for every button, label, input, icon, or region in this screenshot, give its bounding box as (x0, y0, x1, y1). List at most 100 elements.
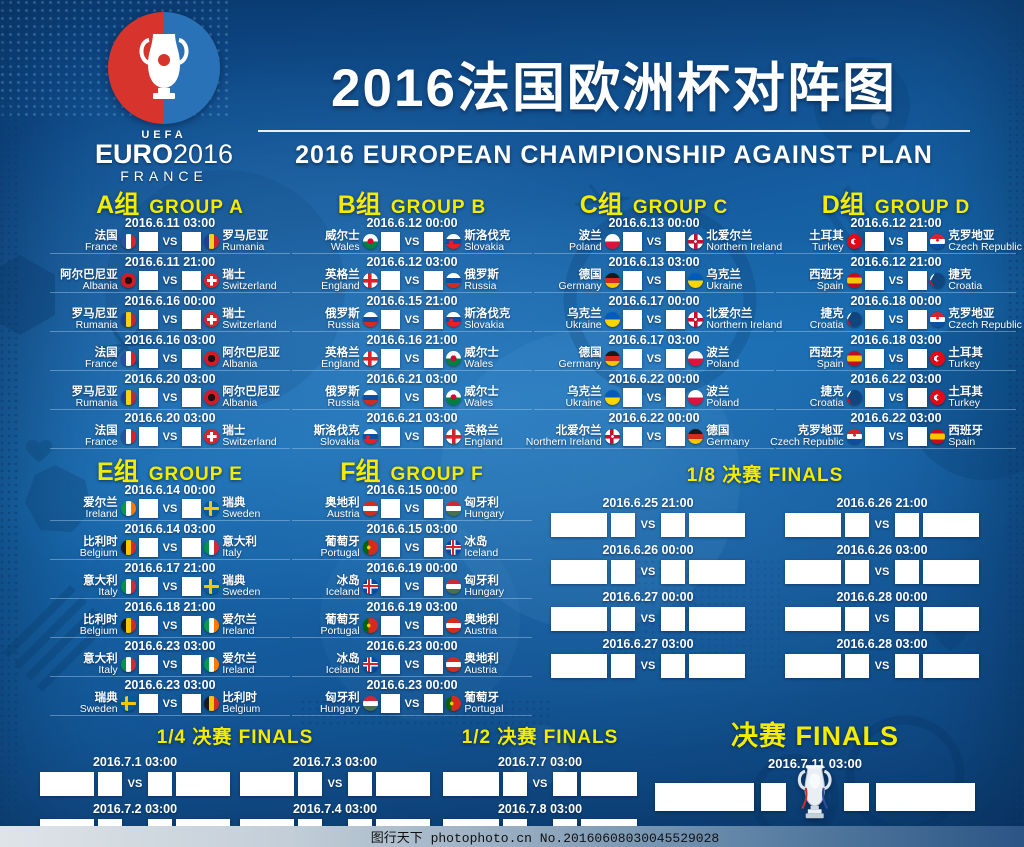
team-home: 比利时 Belgium (54, 614, 118, 637)
team-name-en: Hungary (319, 702, 360, 715)
match-datetime: 2016.6.21 03:00 (366, 411, 458, 425)
team-home: 德国 Germany (538, 269, 601, 292)
score-box (864, 271, 884, 290)
score-box (844, 513, 869, 537)
match-datetime: 2016.6.23 03:00 (124, 639, 216, 653)
score-box (380, 616, 400, 635)
team-name-en: England (321, 357, 360, 370)
england-flag-icon (362, 351, 378, 366)
logo-euro-year: 2016 (172, 139, 234, 169)
match-row: 德国 Germany VS 乌克兰 Ukraine (534, 269, 774, 292)
team-name-en: Austria (464, 624, 498, 637)
czech-flag-icon (846, 312, 862, 327)
team-home: 英格兰 England (296, 346, 360, 370)
score-box (182, 538, 202, 557)
team-name-en: Ukraine (565, 318, 602, 331)
group-title: C组 GROUP C (534, 185, 774, 219)
match-datetime: 2016.6.15 03:00 (366, 522, 458, 536)
sweden-flag-icon (204, 579, 220, 594)
match-datetime: 2016.6.23 03:00 (124, 678, 216, 692)
team-away: 土耳其 Turkey (948, 347, 1012, 370)
team-name-cn: 英格兰 (325, 346, 360, 359)
romania-flag-icon (120, 390, 136, 405)
score-box (610, 607, 635, 631)
team-name-cn: 斯洛伐克 (464, 229, 511, 242)
match-row: 冰岛 Iceland VS 匈牙利 Hungary (292, 575, 532, 598)
score-box (424, 538, 444, 557)
match-block: 2016.6.17 00:00 乌克兰 Ukraine VS 北爱尔兰 Northern … (534, 293, 782, 332)
bracket-row: VS (440, 772, 640, 796)
group-title-cn: A组 (96, 191, 140, 219)
team-name-en: Austria (326, 507, 360, 520)
team-away: 克罗地亚 Czech Republic (948, 308, 1022, 331)
score-box (182, 694, 202, 713)
score-box (908, 232, 928, 251)
team-home: 罗马尼亚 Rumania (54, 308, 118, 331)
team-name-cn: 冰岛 (336, 574, 360, 587)
bracket-row: VS (535, 607, 761, 631)
match-row: 乌克兰 Ukraine VS 波兰 Poland (534, 386, 774, 409)
team-name-cn: 罗马尼亚 (71, 385, 118, 398)
match-datetime: 2016.6.13 00:00 (608, 216, 700, 230)
match-datetime: 2016.6.22 00:00 (608, 372, 700, 386)
group-title: F组 GROUP F (292, 452, 532, 486)
match-row: 罗马尼亚 Rumania VS 阿尔巴尼亚 Albania (50, 386, 290, 409)
vs-label: VS (888, 274, 904, 287)
team-name-cn: 斯洛伐克 (313, 424, 360, 437)
bracket-row: VS (40, 772, 230, 796)
team-away: 瑞士 Switzerland (222, 268, 286, 292)
team-name-en: Poland (706, 396, 740, 409)
match-datetime: 2016.6.17 03:00 (608, 333, 700, 347)
team-name-en: Portugal (320, 546, 360, 559)
slovakia-flag-icon (362, 429, 378, 444)
logo-badge: TM (108, 12, 220, 124)
ireland-flag-icon (204, 657, 220, 672)
score-box (380, 538, 400, 557)
score-box (138, 310, 158, 329)
vs-label: VS (640, 660, 656, 672)
score-box (661, 607, 686, 631)
match-block: 2016.6.12 00:00 威尔士 Wales VS 斯洛伐克 Slovakia (292, 215, 532, 254)
group-title-en: GROUP B (390, 197, 487, 218)
score-box (622, 271, 642, 290)
northern-ireland-flag-icon (604, 429, 620, 444)
team-name-en: Italy (98, 585, 118, 598)
vs-label: VS (874, 519, 890, 531)
team-name-cn: 阿尔巴尼亚 (222, 385, 280, 398)
score-box (380, 388, 400, 407)
team-name-cn: 德国 (578, 346, 602, 359)
poland-flag-icon (688, 390, 704, 405)
team-name-en: Slovakia (319, 435, 360, 448)
team-name-cn: 比利时 (83, 535, 118, 548)
score-box (864, 349, 884, 368)
vs-label: VS (888, 313, 904, 326)
team-slot (550, 607, 607, 631)
france-flag-icon (120, 234, 136, 249)
vs-label: VS (162, 697, 178, 710)
score-box (380, 232, 400, 251)
team-name-en: England (464, 435, 503, 448)
group-title-en: GROUP F (390, 464, 484, 485)
team-away: 乌克兰 Ukraine (706, 269, 770, 292)
team-name-en: Hungary (464, 507, 505, 520)
team-home: 冰岛 Iceland (296, 653, 360, 676)
team-name-en: Iceland (325, 585, 360, 598)
final-datetime: 2016.7.11 03:00 (768, 756, 862, 771)
team-name-en: Turkey (948, 396, 981, 409)
score-box (148, 772, 172, 796)
bracket-match: 2016.7.3 03:00 VS (240, 755, 430, 802)
group-title-cn: B组 (337, 191, 381, 219)
team-name-cn: 克罗地亚 (797, 424, 844, 437)
team-name-cn: 瑞士 (222, 268, 246, 281)
bracket-match: 2016.7.1 03:00 VS (40, 755, 230, 802)
vs-label: VS (646, 274, 662, 287)
score-box (666, 271, 686, 290)
team-home: 葡萄牙 Portugal (296, 614, 360, 637)
match-block: 2016.6.18 21:00 比利时 Belgium VS 爱尔兰 Ireland (50, 599, 290, 638)
vs-label: VS (888, 430, 904, 443)
match-row: 德国 Germany VS 波兰 Poland (534, 347, 774, 370)
team-name-cn: 俄罗斯 (325, 385, 360, 398)
score-box (843, 783, 870, 811)
team-name-en: Rumania (75, 396, 118, 409)
team-home: 德国 Germany (538, 346, 602, 370)
